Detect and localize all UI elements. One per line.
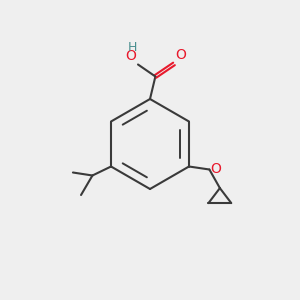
Text: O: O (176, 48, 186, 62)
Text: H: H (128, 41, 137, 54)
Text: O: O (125, 49, 136, 63)
Text: O: O (211, 163, 221, 176)
